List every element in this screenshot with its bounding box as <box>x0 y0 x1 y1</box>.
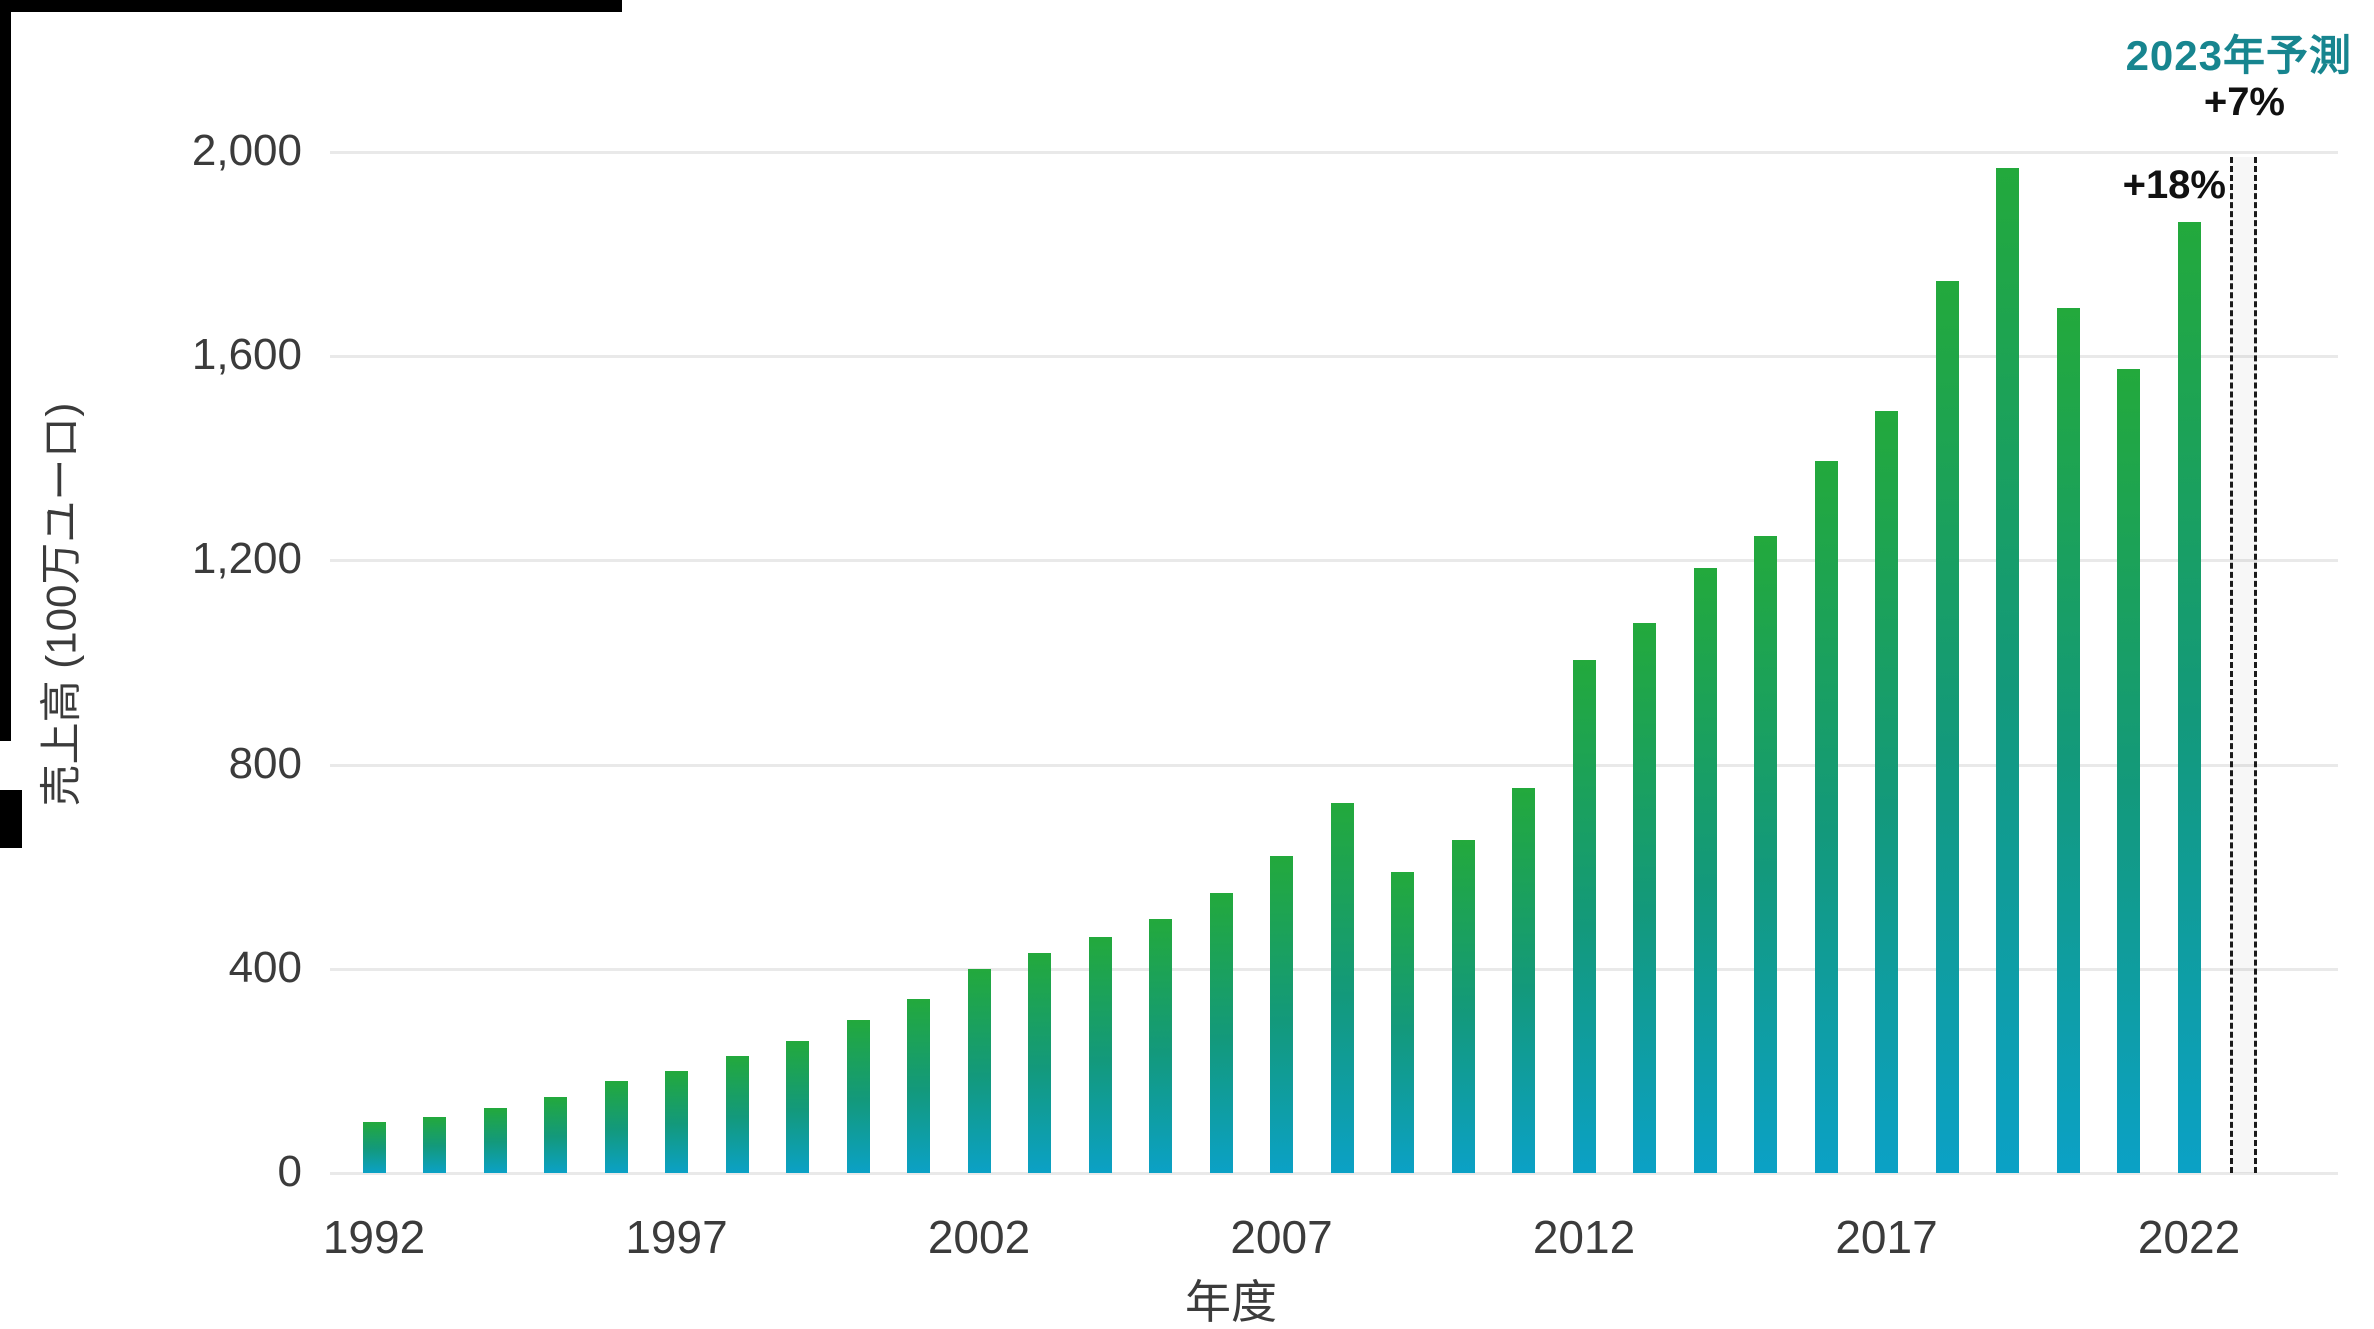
bar-2009 <box>1391 871 1414 1173</box>
bar-2002 <box>967 968 991 1173</box>
gridline-1200 <box>330 559 2338 563</box>
x-axis-title: 年度 <box>1185 1276 1277 1328</box>
bar-2015 <box>1754 536 1777 1173</box>
frame-left-edge <box>0 0 11 741</box>
bar-1997 <box>665 1070 688 1173</box>
frame-top-edge <box>0 0 622 12</box>
x-tick-label-2002: 2002 <box>927 1211 1031 1263</box>
bar-1993 <box>423 1116 446 1173</box>
x-tick-label-2007: 2007 <box>1230 1211 1333 1263</box>
bar-2020 <box>2056 308 2080 1173</box>
bar-1996 <box>604 1081 628 1173</box>
gridline-0 <box>330 1172 2338 1175</box>
x-tick-label-1992: 1992 <box>322 1211 426 1263</box>
bar-2017 <box>1875 411 1898 1173</box>
bar-2019 <box>1996 168 2019 1173</box>
bar-1994 <box>483 1107 507 1173</box>
y-tick-label-2000: 2,000 <box>191 126 302 175</box>
bar-2008 <box>1330 803 1354 1173</box>
x-tick-label-2022: 2022 <box>2137 1211 2241 1263</box>
bar-2004 <box>1088 937 1112 1173</box>
y-axis-title: 売上高 (100万ユーロ) <box>37 402 85 807</box>
bar-2005 <box>1149 918 1172 1173</box>
forecast-growth-annotation: +7% <box>2203 80 2285 124</box>
bar-2013 <box>1633 622 1656 1173</box>
x-tick-label-1997: 1997 <box>625 1211 728 1263</box>
yoy-growth-annotation: +18% <box>2122 163 2226 207</box>
bar-2006 <box>1209 893 1233 1173</box>
bar-2014 <box>1693 568 1717 1173</box>
bar-2000 <box>846 1019 870 1173</box>
y-tick-label-1200: 1,200 <box>191 534 302 584</box>
bar-2001 <box>907 999 930 1173</box>
frame-left-notch <box>0 790 22 848</box>
forecast-bar-outline-2023 <box>2229 157 2257 1173</box>
forecast-title-annotation: 2023年予測 <box>2125 32 2352 79</box>
bar-1995 <box>544 1097 567 1173</box>
bar-2012 <box>1572 660 1596 1173</box>
bar-2016 <box>1814 460 1838 1173</box>
bar-2007 <box>1270 856 1293 1173</box>
gridline-800 <box>330 763 2338 767</box>
bar-2011 <box>1512 787 1535 1173</box>
bar-2003 <box>1028 953 1051 1173</box>
y-tick-label-1600: 1,600 <box>191 330 302 380</box>
bar-1992 <box>362 1121 386 1173</box>
x-tick-label-2017: 2017 <box>1835 1211 1938 1263</box>
bar-1998 <box>725 1055 749 1173</box>
y-tick-label-800: 800 <box>228 738 302 788</box>
bar-1999 <box>786 1041 809 1173</box>
bar-2021 <box>2117 369 2140 1173</box>
x-tick-label-2012: 2012 <box>1532 1211 1636 1263</box>
bar-2022 <box>2177 222 2201 1173</box>
bar-2018 <box>1935 280 1959 1173</box>
y-tick-label-0: 0 <box>277 1147 302 1196</box>
y-tick-label-400: 400 <box>228 942 302 992</box>
gridline-2000 <box>330 151 2338 154</box>
gridline-1600 <box>330 355 2338 359</box>
bar-2010 <box>1451 840 1475 1173</box>
